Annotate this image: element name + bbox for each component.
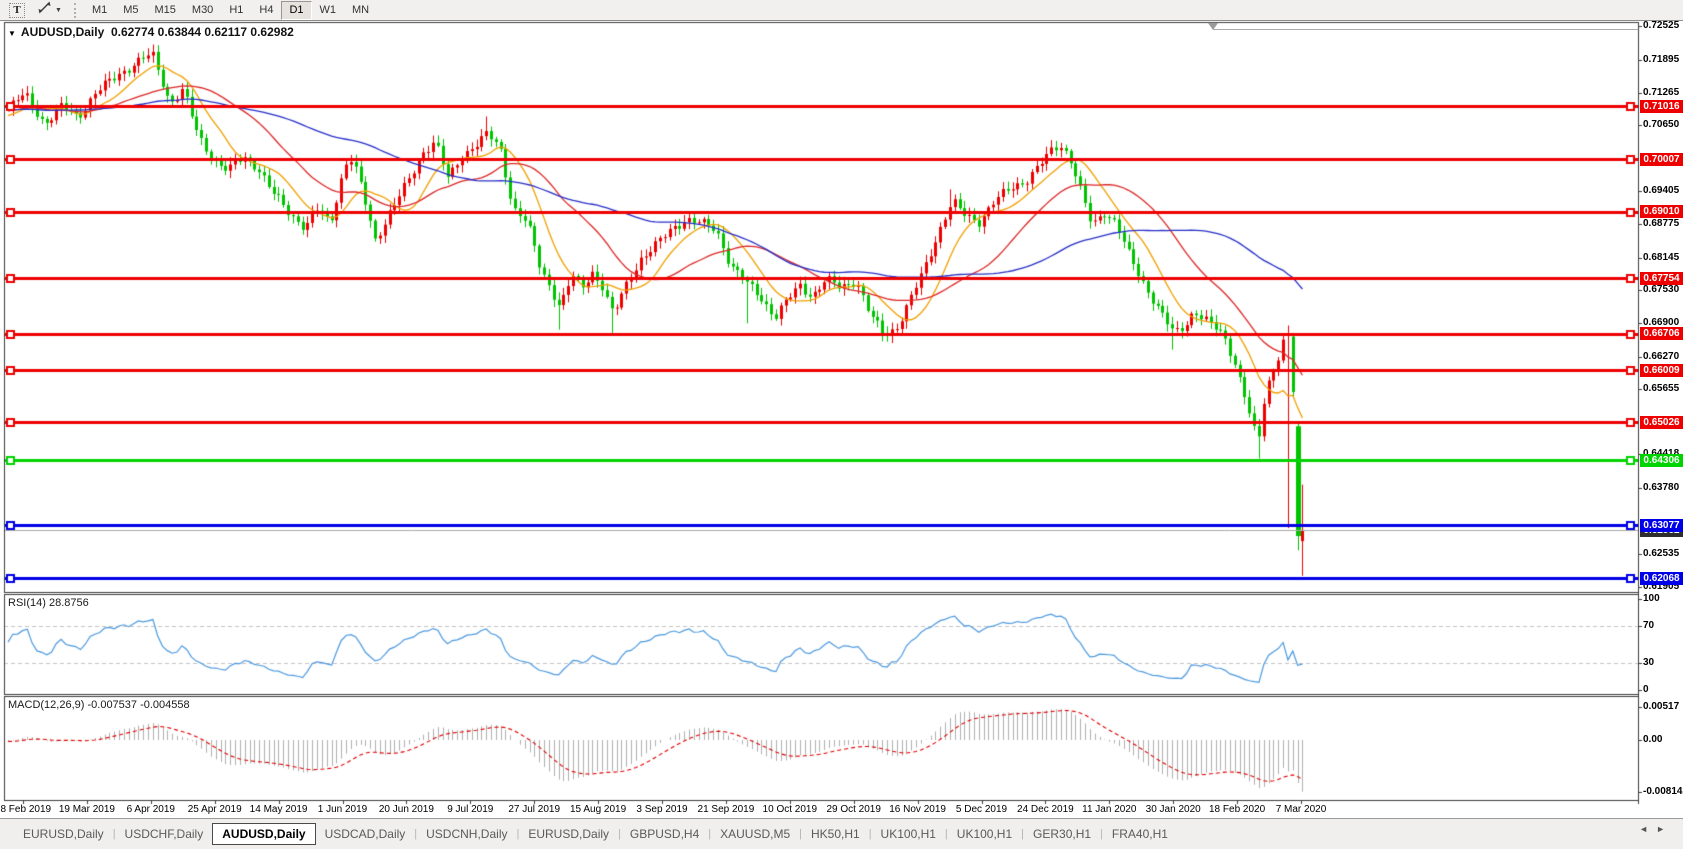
tab-ger30-h1[interactable]: GER30,H1 bbox=[1033, 827, 1092, 841]
date-axis-label: 14 May 2019 bbox=[249, 804, 308, 815]
rsi-current-value: 28.8756 bbox=[48, 597, 89, 609]
date-axis-label: 15 Aug 2019 bbox=[570, 804, 627, 815]
tab-uk100-h1[interactable]: UK100,H1 bbox=[880, 827, 936, 841]
price-axis-tick: 0.62535 bbox=[1643, 547, 1680, 559]
rsi-label: RSI(14) 28.8756 bbox=[8, 597, 89, 609]
tabs-scroll-arrows: ◄► bbox=[1639, 824, 1673, 834]
tab-separator: | bbox=[1100, 828, 1103, 840]
tabs-scroll-left-button[interactable]: ◄ bbox=[1639, 824, 1657, 834]
price-axis-tick: 0.71895 bbox=[1643, 53, 1680, 65]
level-price-tag: 0.66706 bbox=[1640, 327, 1683, 341]
tab-audusd-daily[interactable]: AUDUSD,Daily bbox=[212, 823, 316, 845]
date-axis-label: 20 Jun 2019 bbox=[378, 804, 434, 815]
collapse-triangle-icon: ▼ bbox=[8, 29, 16, 38]
tab-usdcad-daily[interactable]: USDCAD,Daily bbox=[324, 827, 406, 841]
date-axis-label: 10 Oct 2019 bbox=[762, 804, 818, 815]
price-axis-tick: 0.65655 bbox=[1643, 383, 1680, 395]
tab-separator: | bbox=[868, 828, 872, 840]
tab-eurusd-daily[interactable]: EURUSD,Daily bbox=[23, 827, 104, 841]
price-axis-tick: 0.72525 bbox=[1643, 20, 1680, 32]
price-axis-tick: 0.67530 bbox=[1643, 284, 1680, 296]
date-axis-label: 29 Oct 2019 bbox=[826, 804, 881, 815]
price-axis-tick: 0.68145 bbox=[1643, 251, 1680, 263]
price-chart-canvas[interactable] bbox=[0, 0, 1683, 818]
date-axis-label: 21 Sep 2019 bbox=[697, 804, 755, 815]
chart-shift-line bbox=[1213, 29, 1638, 30]
chart-title: ▼ AUDUSD,Daily 0.62774 0.63844 0.62117 0.… bbox=[8, 25, 294, 39]
date-axis-label: 3 Sep 2019 bbox=[636, 804, 688, 815]
date-axis-label: 18 Feb 2020 bbox=[1209, 804, 1266, 815]
tab-separator: | bbox=[1021, 828, 1025, 840]
tab-separator: | bbox=[414, 828, 418, 840]
price-axis-tick: 0.66900 bbox=[1643, 317, 1680, 329]
level-price-tag: 0.67754 bbox=[1640, 271, 1683, 285]
date-axis-label: 28 Feb 2019 bbox=[0, 804, 52, 815]
macd-axis-tick: 0.00517 bbox=[1643, 700, 1680, 712]
rsi-axis-tick: 70 bbox=[1643, 620, 1655, 632]
date-axis-label: 30 Jan 2020 bbox=[1145, 804, 1201, 815]
date-axis-label: 6 Apr 2019 bbox=[126, 804, 175, 815]
price-axis-tick: 0.71265 bbox=[1643, 86, 1680, 98]
macd-label: MACD(12,26,9) -0.007537 -0.004558 bbox=[8, 699, 190, 711]
chart-symbol-label: AUDUSD,Daily bbox=[20, 25, 105, 39]
price-axis-tick: 0.63780 bbox=[1643, 482, 1680, 493]
date-axis-label: 1 Jun 2019 bbox=[317, 804, 368, 815]
tab-gbpusd-h4[interactable]: GBPUSD,H4 bbox=[629, 827, 700, 841]
level-price-tag: 0.66009 bbox=[1640, 363, 1683, 377]
tab-eurusd-daily[interactable]: EURUSD,Daily bbox=[528, 827, 610, 841]
tab-hk50-h1[interactable]: HK50,H1 bbox=[810, 827, 860, 841]
date-axis-label: 16 Nov 2019 bbox=[889, 804, 946, 815]
chart-ohlc-values: 0.62774 0.63844 0.62117 0.62982 bbox=[110, 25, 294, 39]
tab-fra40-h1[interactable]: FRA40,H1 bbox=[1111, 827, 1168, 841]
rsi-axis-tick: 30 bbox=[1643, 656, 1655, 668]
tab-separator: | bbox=[618, 828, 621, 840]
date-axis-label: 9 Jul 2019 bbox=[447, 804, 494, 815]
tab-usdchf-daily[interactable]: USDCHF,Daily bbox=[124, 827, 204, 841]
price-axis-tick: 0.70650 bbox=[1643, 119, 1680, 131]
tab-separator: | bbox=[112, 828, 116, 840]
tabs-scroll-right-button[interactable]: ► bbox=[1656, 824, 1673, 834]
price-axis-tick: 0.61905 bbox=[1643, 580, 1680, 592]
macd-current-values: -0.007537 -0.004558 bbox=[87, 699, 190, 711]
date-axis-label: 19 Mar 2019 bbox=[58, 804, 115, 815]
tab-xauusd-m5[interactable]: XAUUSD,M5 bbox=[720, 827, 791, 841]
level-price-tag: 0.70007 bbox=[1640, 152, 1683, 166]
tab-uk100-h1[interactable]: UK100,H1 bbox=[956, 827, 1013, 841]
rsi-axis-tick: 100 bbox=[1643, 593, 1660, 604]
tab-separator: | bbox=[944, 828, 948, 840]
macd-axis-tick: 0.00 bbox=[1643, 734, 1663, 745]
chart-shift-marker-icon[interactable] bbox=[1208, 23, 1218, 30]
date-axis-label: 24 Dec 2019 bbox=[1017, 804, 1074, 815]
price-axis-tick: 0.68775 bbox=[1643, 218, 1680, 230]
level-price-tag: 0.69010 bbox=[1640, 205, 1683, 219]
rsi-indicator-name: RSI(14) bbox=[8, 597, 46, 609]
price-axis-tick: 0.69405 bbox=[1643, 185, 1680, 197]
date-axis-label: 7 Mar 2020 bbox=[1275, 804, 1327, 815]
level-price-tag: 0.71016 bbox=[1640, 99, 1683, 113]
date-axis-label: 27 Jul 2019 bbox=[508, 804, 561, 815]
macd-indicator-name: MACD(12,26,9) bbox=[8, 699, 85, 711]
tab-usdcnh-daily[interactable]: USDCNH,Daily bbox=[426, 827, 508, 841]
date-axis-label: 5 Dec 2019 bbox=[955, 804, 1008, 815]
tab-separator: | bbox=[708, 828, 712, 840]
date-axis-label: 11 Jan 2020 bbox=[1082, 804, 1137, 815]
level-price-tag: 0.65026 bbox=[1640, 415, 1683, 429]
date-axis-label: 25 Apr 2019 bbox=[187, 804, 242, 815]
rsi-axis-tick: 0 bbox=[1643, 684, 1649, 695]
level-price-tag: 0.63077 bbox=[1640, 518, 1683, 532]
tab-separator: | bbox=[799, 828, 802, 840]
level-price-tag: 0.62068 bbox=[1640, 571, 1683, 585]
chart-tabs-bar: EURUSD,Daily | USDCHF,Daily AUDUSD,Daily USD… bbox=[0, 818, 1683, 849]
price-axis-tick: 0.66270 bbox=[1643, 350, 1680, 362]
level-price-tag: 0.64306 bbox=[1640, 453, 1683, 467]
tab-separator: | bbox=[516, 828, 520, 840]
